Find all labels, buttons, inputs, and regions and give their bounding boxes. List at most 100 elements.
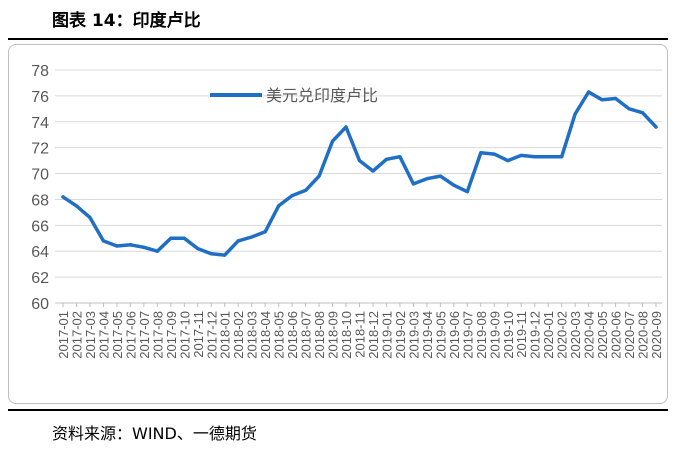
x-tick-label: 2017-01 xyxy=(56,311,71,359)
data-point xyxy=(128,243,132,247)
x-tick-label: 2019-08 xyxy=(474,311,489,359)
x-tick-label: 2019-07 xyxy=(460,311,475,359)
data-point xyxy=(250,235,254,239)
y-tick-label: 64 xyxy=(31,244,49,261)
x-tick-label: 2020-09 xyxy=(649,311,664,359)
data-point xyxy=(560,155,564,159)
x-tick-label: 2017-12 xyxy=(204,311,219,359)
x-tick-label: 2018-07 xyxy=(299,311,314,359)
data-point xyxy=(492,152,496,156)
y-tick-label: 78 xyxy=(31,63,49,80)
x-tick-label: 2019-12 xyxy=(528,311,543,359)
data-point xyxy=(115,244,119,248)
x-tick-label: 2019-10 xyxy=(501,311,516,359)
x-tick-label: 2017-06 xyxy=(123,311,138,359)
data-point xyxy=(533,155,537,159)
y-tick-label: 62 xyxy=(31,270,49,287)
y-tick-label: 72 xyxy=(31,141,49,158)
y-tick-label: 74 xyxy=(31,115,49,132)
data-point xyxy=(519,153,523,158)
x-tick-label: 2018-12 xyxy=(366,311,381,359)
data-point xyxy=(277,204,281,208)
data-point xyxy=(101,239,106,243)
y-tick-label: 60 xyxy=(31,296,49,313)
data-point xyxy=(88,215,92,220)
y-tick-label: 76 xyxy=(31,89,49,106)
x-tick-label: 2018-01 xyxy=(218,311,233,359)
data-point xyxy=(344,125,348,129)
x-tick-label: 2017-03 xyxy=(83,311,98,359)
data-point xyxy=(303,188,308,192)
x-tick-label: 2018-04 xyxy=(258,311,273,359)
footer-divider xyxy=(8,409,668,411)
data-point xyxy=(573,112,577,116)
data-point xyxy=(209,252,213,256)
x-tick-label: 2019-06 xyxy=(447,311,462,359)
x-tick-label: 2017-11 xyxy=(191,311,206,358)
x-tick-label: 2020-08 xyxy=(636,311,651,359)
x-tick-label: 2018-03 xyxy=(245,311,260,359)
x-tick-label: 2019-03 xyxy=(406,311,421,359)
data-point xyxy=(317,174,321,178)
data-point xyxy=(61,195,65,199)
x-tick-label: 2017-07 xyxy=(137,311,152,359)
data-point xyxy=(223,253,227,257)
page-title: 图表 14：印度卢比 xyxy=(52,11,201,31)
series-layer xyxy=(61,90,658,257)
data-point xyxy=(142,245,146,249)
y-tick-label: 66 xyxy=(31,218,49,235)
data-point xyxy=(479,151,483,155)
data-point xyxy=(438,174,442,178)
x-tick-label: 2017-09 xyxy=(164,311,179,359)
x-tick-label: 2019-02 xyxy=(393,311,408,359)
data-point xyxy=(384,157,389,161)
data-point xyxy=(371,169,375,173)
data-point xyxy=(600,98,604,102)
data-point xyxy=(290,193,294,198)
data-point xyxy=(357,159,362,163)
data-point xyxy=(169,236,173,240)
data-point xyxy=(398,155,402,159)
chart-frame xyxy=(8,44,668,404)
data-point xyxy=(627,107,631,111)
legend-label: 美元兑印度卢比 xyxy=(266,87,378,105)
x-tick-label: 2017-05 xyxy=(110,311,125,359)
data-point xyxy=(546,155,550,159)
x-tick-label: 2020-06 xyxy=(609,311,624,359)
x-tick-label: 2019-01 xyxy=(379,311,394,359)
data-point xyxy=(654,125,658,129)
x-tick-label: 2018-09 xyxy=(326,311,341,359)
data-point xyxy=(330,139,335,143)
data-point xyxy=(452,183,456,187)
x-tick-label: 2018-11 xyxy=(353,311,368,358)
x-tick-label: 2018-10 xyxy=(339,311,354,359)
x-tick-label: 2018-05 xyxy=(272,311,287,359)
x-tick-label: 2019-04 xyxy=(420,311,435,359)
data-point xyxy=(155,249,159,253)
x-axis: 2017-012017-022017-032017-042017-052017-… xyxy=(55,302,664,359)
x-tick-label: 2018-02 xyxy=(231,311,246,359)
x-tick-label: 2020-02 xyxy=(555,311,570,359)
x-tick-label: 2020-04 xyxy=(582,311,597,359)
x-tick-label: 2017-04 xyxy=(96,311,111,359)
data-point xyxy=(263,230,267,234)
data-point xyxy=(587,90,591,94)
x-tick-label: 2017-08 xyxy=(150,311,165,359)
data-point xyxy=(425,177,429,181)
data-point xyxy=(411,182,416,186)
x-tick-label: 2017-02 xyxy=(69,311,84,359)
x-tick-label: 2019-11 xyxy=(514,311,529,358)
x-tick-label: 2020-07 xyxy=(622,311,637,359)
x-tick-label: 2019-09 xyxy=(487,311,502,359)
data-point xyxy=(640,111,645,115)
data-point xyxy=(236,239,240,243)
data-point xyxy=(613,96,618,101)
source-note: 资料来源：WIND、一德期货 xyxy=(52,424,257,443)
y-tick-label: 70 xyxy=(31,167,49,184)
x-tick-label: 2019-05 xyxy=(433,311,448,359)
x-tick-label: 2020-01 xyxy=(541,311,556,359)
title-divider xyxy=(8,38,668,40)
x-tick-label: 2017-10 xyxy=(177,311,192,359)
x-tick-label: 2020-05 xyxy=(595,311,610,359)
